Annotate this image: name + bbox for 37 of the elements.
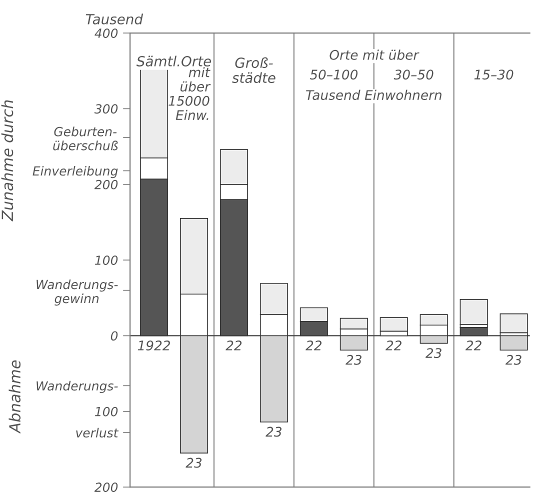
annotation: 15–30 (474, 70, 514, 80)
y-tick-label: 200 (94, 180, 118, 190)
x-tick-label: 22 (465, 340, 482, 350)
x-tick-label: 1922 (138, 340, 170, 350)
x-tick-label: 22 (306, 340, 322, 350)
x-tick-label: 23 (346, 354, 362, 365)
x-tick-label: 22 (226, 340, 242, 350)
annotation: Orte mit über (330, 50, 420, 60)
annotation: Sämtl.Orte (136, 56, 212, 66)
y-tick-label: Geburten- überschuß (53, 126, 118, 150)
x-tick-label: 23 (426, 348, 442, 358)
y-tick-label: 100 (95, 406, 118, 416)
y-tick-label: verlust (76, 428, 119, 438)
annotation: 50–100 (310, 70, 358, 80)
bar (500, 313, 528, 334)
x-tick-label: 23 (186, 458, 202, 468)
y-tick-label: Einverleibung (32, 166, 118, 178)
bar (500, 335, 528, 351)
y-tick-label: Wanderungs- gewinn (36, 280, 118, 306)
y-tick-label: Wanderungs- (36, 380, 118, 394)
annotation: Tausend Einwohnern (306, 90, 442, 100)
y-tick-label: 200 (94, 482, 118, 492)
text: Abnahme (8, 360, 21, 434)
x-tick-label: 23 (505, 354, 522, 365)
annotation: mit über 15000 Einw. (168, 67, 211, 120)
bar (460, 298, 488, 325)
y-tick-label: 400 (94, 28, 118, 38)
annotation: Groß- städte (232, 57, 276, 84)
x-tick-label: 22 (386, 340, 402, 350)
y-tick-label: 0 (110, 331, 118, 341)
bar (380, 317, 408, 332)
annotation: 30–50 (394, 70, 434, 80)
y-axis-title: Zunahme durch (1, 100, 14, 222)
x-tick-label: 23 (266, 426, 282, 437)
y-tick-label: 300 (94, 104, 118, 114)
y-tick-label: 100 (95, 256, 118, 265)
text: Tausend (86, 14, 144, 24)
